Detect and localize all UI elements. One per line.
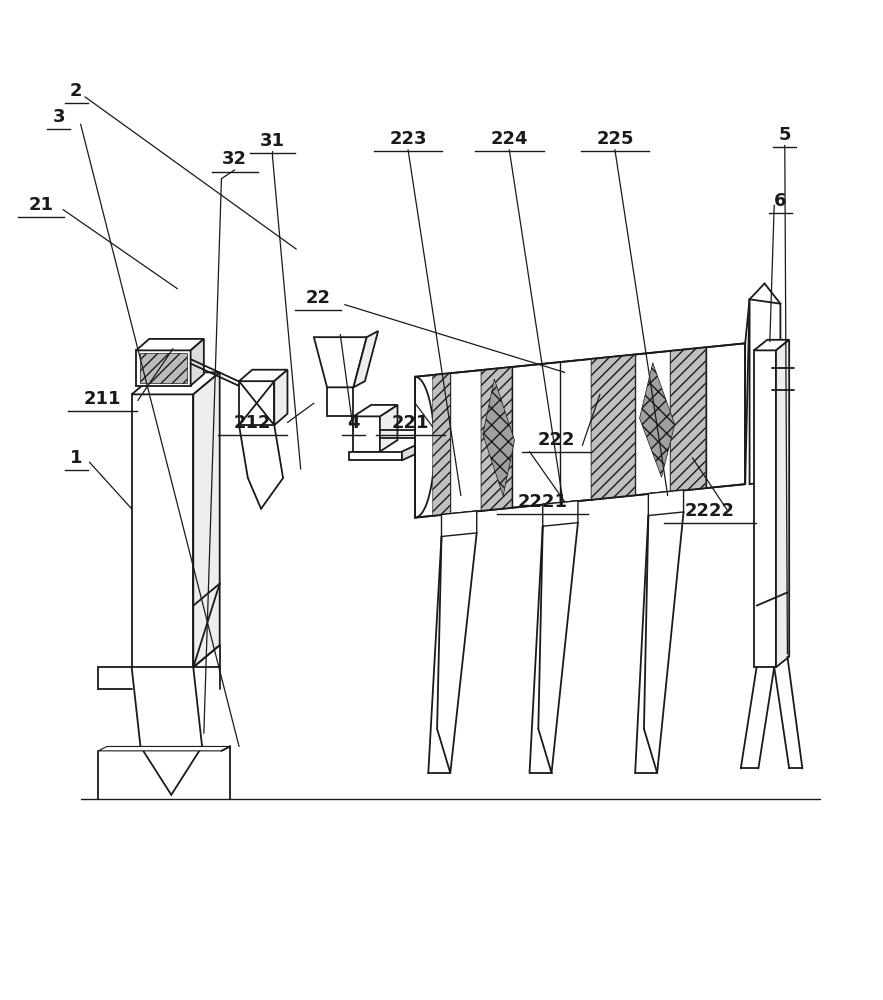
Polygon shape [433,373,450,516]
Polygon shape [754,350,776,667]
Polygon shape [543,501,578,526]
Text: 6: 6 [774,192,787,210]
Polygon shape [591,354,635,500]
Polygon shape [481,367,512,511]
Polygon shape [442,511,477,536]
Polygon shape [275,370,288,425]
Polygon shape [380,405,397,452]
Polygon shape [239,381,275,425]
Polygon shape [754,340,789,350]
Polygon shape [353,405,397,416]
Polygon shape [313,337,366,387]
Polygon shape [415,343,745,518]
Text: 2: 2 [70,82,82,100]
Polygon shape [639,363,675,477]
Polygon shape [193,372,220,667]
Polygon shape [98,746,230,751]
Polygon shape [239,370,288,381]
Polygon shape [415,377,434,518]
Polygon shape [191,339,204,386]
Polygon shape [132,394,193,667]
Polygon shape [136,350,191,386]
Polygon shape [349,452,402,460]
Text: 221: 221 [392,414,429,432]
Polygon shape [776,340,789,667]
Text: 21: 21 [28,196,54,214]
Polygon shape [402,445,415,460]
Polygon shape [136,339,204,350]
Text: 31: 31 [260,132,285,150]
Text: 32: 32 [223,150,247,168]
Polygon shape [483,379,515,496]
Text: 3: 3 [52,108,64,126]
Text: 223: 223 [389,130,426,148]
Text: 4: 4 [347,414,359,432]
Text: 22: 22 [306,289,331,307]
Text: 222: 222 [537,431,575,449]
Text: 5: 5 [779,126,791,144]
Polygon shape [132,372,220,394]
Text: 224: 224 [491,130,528,148]
Text: 2222: 2222 [685,502,735,520]
Polygon shape [670,347,706,492]
Text: 211: 211 [84,390,121,408]
Text: 1: 1 [70,449,82,467]
Polygon shape [648,490,683,516]
Text: 2221: 2221 [517,493,568,511]
Polygon shape [353,416,380,452]
Polygon shape [750,299,781,484]
Text: 212: 212 [233,414,271,432]
Polygon shape [140,353,187,383]
Polygon shape [353,331,378,387]
Text: 225: 225 [596,130,634,148]
